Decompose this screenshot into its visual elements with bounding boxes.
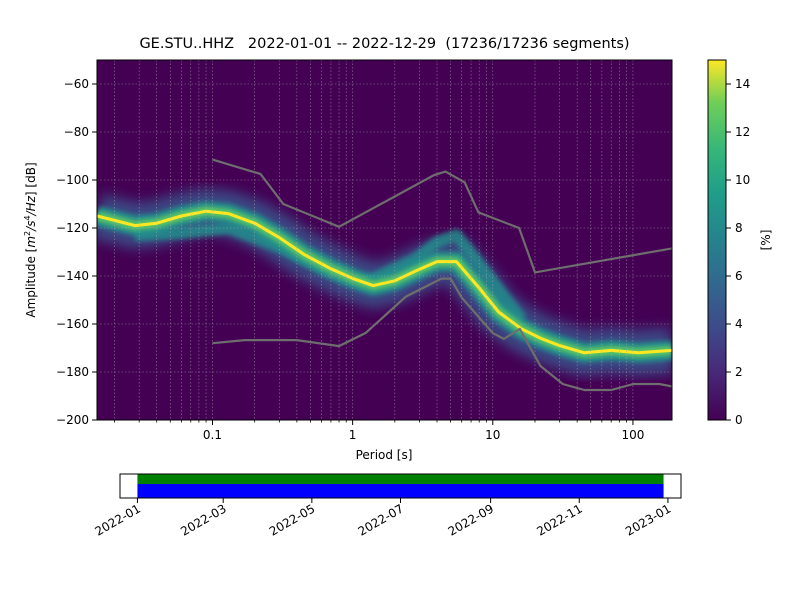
x-tick-label: 1 (349, 428, 357, 442)
y-label-part: /Hz (24, 195, 38, 216)
y-label-part: ] [dB] (24, 162, 38, 196)
timeline-tick-label: 2022-03 (178, 501, 228, 538)
colorbar: 0 2 4 6 8 10 12 14 [%] (707, 59, 773, 427)
colorbar-gradient (707, 59, 727, 421)
y-tick-label: −180 (56, 365, 89, 379)
coverage-bar-bottom (137, 484, 664, 498)
y-axis-ticks: −60 −80 −100 −120 −140 −160 −180 −200 (56, 77, 97, 427)
timeline-tick-label: 2022-09 (446, 501, 496, 538)
y-tick-label: −80 (64, 125, 89, 139)
y-label-part: /s (24, 221, 38, 232)
colorbar-tick-label: 14 (735, 77, 750, 91)
colorbar-tick-label: 12 (735, 125, 750, 139)
y-tick-label: −100 (56, 173, 89, 187)
y-label-part: Amplitude [ (24, 248, 38, 318)
nhnm-line (212, 158, 672, 274)
grid-layer (97, 60, 672, 420)
timeline-tick-label: 2023-01 (623, 501, 673, 538)
coverage-bar-top (137, 474, 664, 484)
colorbar-label: [%] (759, 230, 773, 251)
data-coverage-timeline: 2022-01 2022-03 2022-05 2022-07 2022-09 2022-… (93, 473, 682, 539)
y-tick-label: −160 (56, 317, 89, 331)
colorbar-tick-label: 0 (735, 413, 743, 427)
colorbar-ticks: 0 2 4 6 8 10 12 14 (726, 77, 750, 427)
y-tick-label: −140 (56, 269, 89, 283)
y-label-sup: 2 (23, 231, 32, 236)
y-tick-label: −120 (56, 221, 89, 235)
colorbar-tick-label: 6 (735, 269, 743, 283)
nlnm-line (212, 277, 672, 392)
chart-title: GE.STU..HHZ 2022-01-01 -- 2022-12-29 (17… (139, 36, 630, 52)
noise-model-layer (212, 158, 672, 392)
x-axis-label: Period [s] (356, 448, 413, 462)
colorbar-tick-label: 10 (735, 173, 750, 187)
x-tick-label: 0.1 (203, 428, 222, 442)
x-axis-ticks: 0.1 1 10 100 (114, 420, 644, 442)
timeline-tick-label: 2022-11 (534, 501, 584, 538)
plot-frame (96, 59, 673, 421)
ppsd-plot: 0.1 1 10 100 −60 −80 −100 −120 −140 −160 −180 −200… (23, 59, 673, 462)
timeline-tick-label: 2022-01 (93, 501, 143, 538)
colorbar-tick-label: 2 (735, 365, 743, 379)
x-tick-label: 10 (485, 428, 500, 442)
y-tick-label: −60 (64, 77, 89, 91)
colorbar-tick-label: 4 (735, 317, 743, 331)
timeline-bars (137, 474, 664, 498)
timeline-tick-label: 2022-05 (267, 501, 317, 538)
y-label-sup: 4 (23, 215, 32, 220)
timeline-tick-label: 2022-07 (356, 501, 406, 538)
x-tick-label: 100 (621, 428, 644, 442)
y-axis-label: Amplitude [m2/s4/Hz] [dB] (23, 162, 38, 317)
y-label-part: m (24, 236, 38, 248)
timeline-ticks: 2022-01 2022-03 2022-05 2022-07 2022-09 2022-… (93, 498, 673, 539)
colorbar-tick-label: 8 (735, 221, 743, 235)
y-tick-label: −200 (56, 413, 89, 427)
